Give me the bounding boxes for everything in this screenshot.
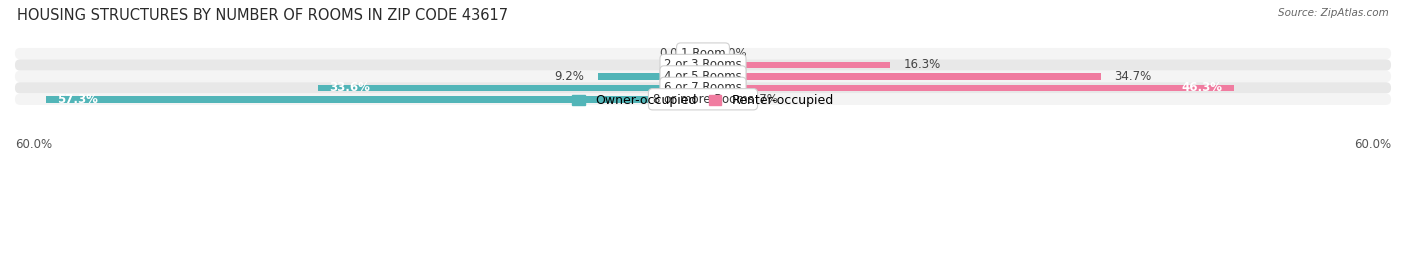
Bar xyxy=(598,73,703,80)
Text: 57.3%: 57.3% xyxy=(58,93,98,106)
Text: 46.3%: 46.3% xyxy=(1181,81,1222,94)
FancyBboxPatch shape xyxy=(15,59,1391,71)
Text: 4 or 5 Rooms: 4 or 5 Rooms xyxy=(664,70,742,83)
Text: 34.7%: 34.7% xyxy=(1115,70,1152,83)
Text: 0.0%: 0.0% xyxy=(717,47,747,60)
Legend: Owner-occupied, Renter-occupied: Owner-occupied, Renter-occupied xyxy=(568,89,838,112)
Bar xyxy=(318,84,703,91)
Text: 9.2%: 9.2% xyxy=(554,70,583,83)
Text: 60.0%: 60.0% xyxy=(1354,138,1391,151)
Text: 60.0%: 60.0% xyxy=(15,138,52,151)
Text: Source: ZipAtlas.com: Source: ZipAtlas.com xyxy=(1278,8,1389,18)
FancyBboxPatch shape xyxy=(15,71,1391,82)
Text: 16.3%: 16.3% xyxy=(904,58,941,72)
Text: 0.0%: 0.0% xyxy=(659,47,689,60)
Bar xyxy=(703,73,1101,80)
Bar xyxy=(703,84,1234,91)
Text: 8 or more Rooms: 8 or more Rooms xyxy=(652,93,754,106)
Text: HOUSING STRUCTURES BY NUMBER OF ROOMS IN ZIP CODE 43617: HOUSING STRUCTURES BY NUMBER OF ROOMS IN… xyxy=(17,8,508,23)
FancyBboxPatch shape xyxy=(15,94,1391,105)
Bar xyxy=(46,96,703,102)
Text: 2 or 3 Rooms: 2 or 3 Rooms xyxy=(664,58,742,72)
Text: 0.0%: 0.0% xyxy=(659,58,689,72)
Text: 33.6%: 33.6% xyxy=(329,81,370,94)
FancyBboxPatch shape xyxy=(15,48,1391,59)
Bar xyxy=(703,62,890,68)
Text: 1 Room: 1 Room xyxy=(681,47,725,60)
Text: 6 or 7 Rooms: 6 or 7 Rooms xyxy=(664,81,742,94)
Bar xyxy=(703,96,734,102)
FancyBboxPatch shape xyxy=(15,82,1391,94)
Text: 2.7%: 2.7% xyxy=(748,93,778,106)
